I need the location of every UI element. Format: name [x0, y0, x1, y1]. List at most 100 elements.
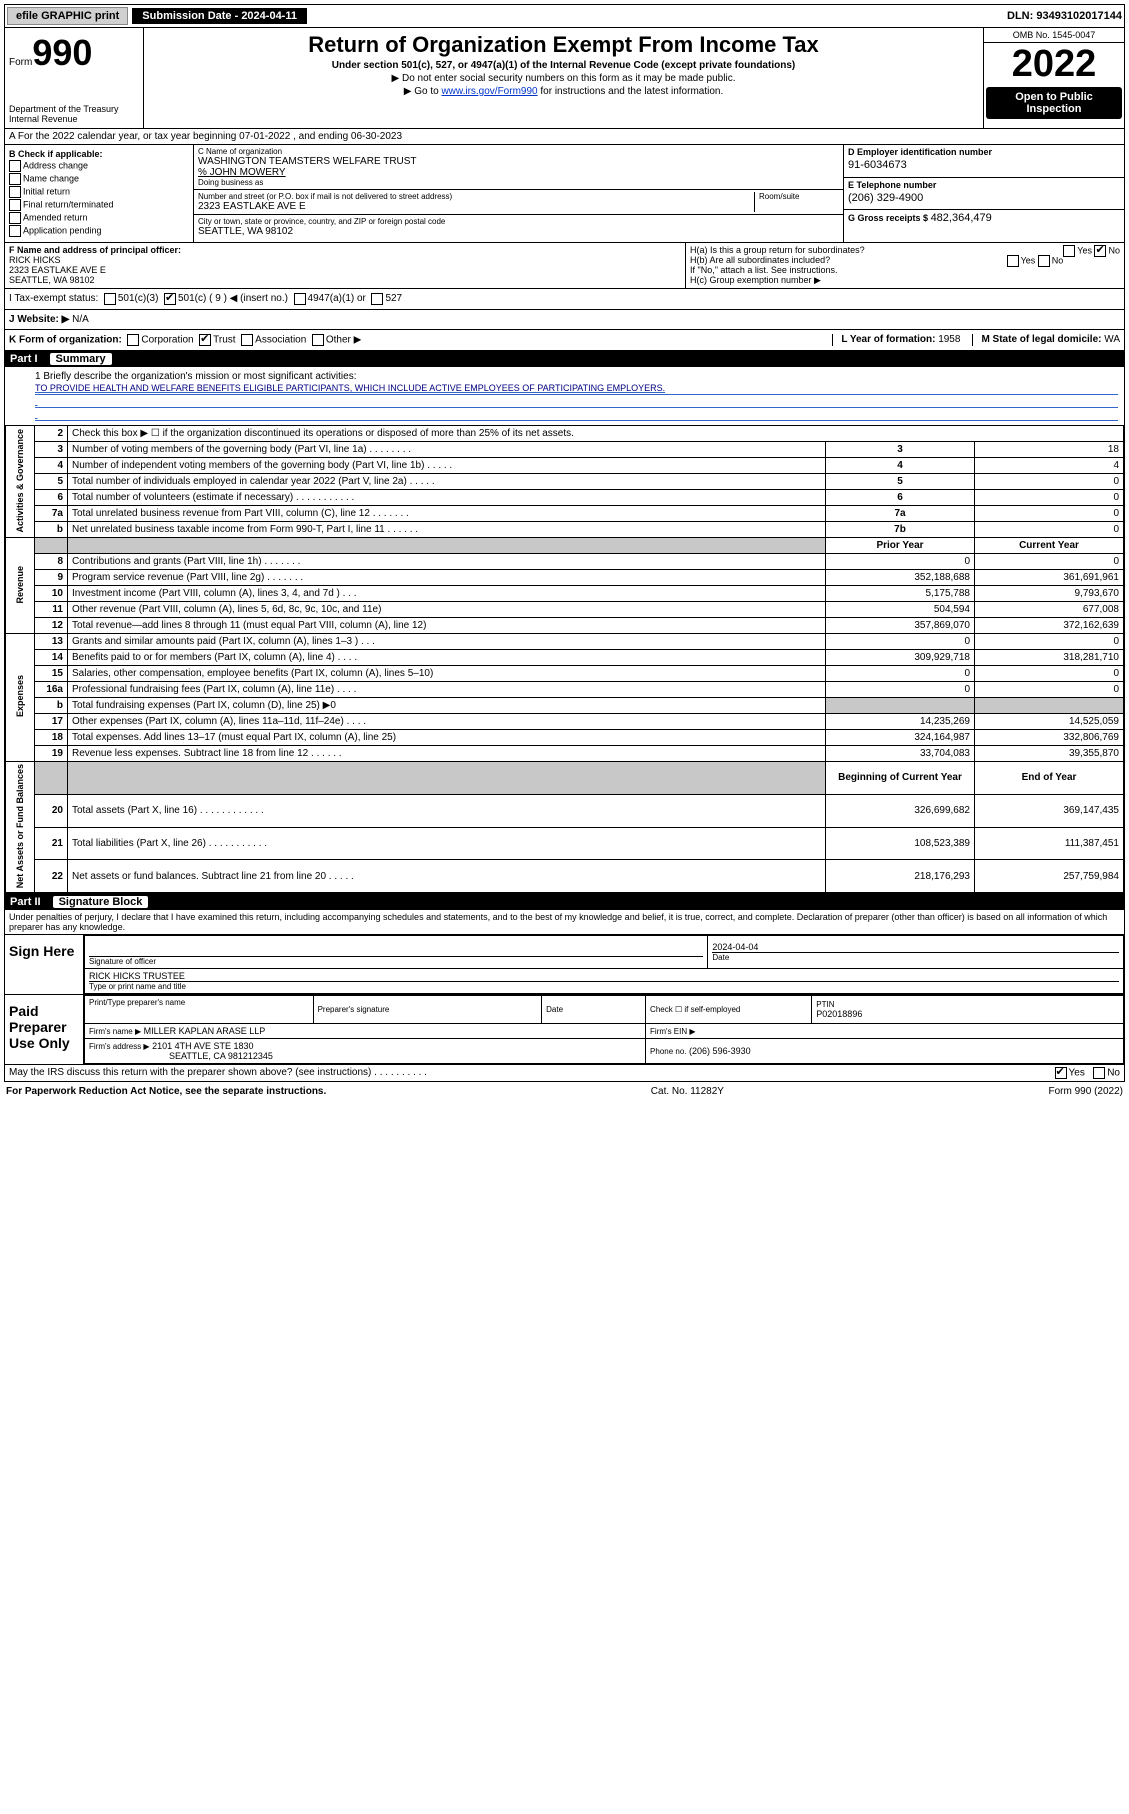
form-number: 990 [32, 32, 92, 73]
current-year-header: Current Year [975, 538, 1124, 554]
line-9-curr: 361,691,961 [975, 570, 1124, 586]
ein-label: D Employer identification number [848, 147, 1120, 157]
check-name-change[interactable]: Name change [9, 173, 189, 185]
line-3-num: 3 [35, 442, 68, 458]
officer-addr1: 2323 EASTLAKE AVE E [9, 265, 106, 275]
irs-link[interactable]: www.irs.gov/Form990 [441, 86, 537, 97]
check-4947[interactable] [294, 293, 306, 305]
check-501c3[interactable] [104, 293, 116, 305]
irs-discuss-question: May the IRS discuss this return with the… [9, 1067, 427, 1079]
efile-print-button[interactable]: efile GRAPHIC print [7, 7, 128, 25]
h-b-label: H(b) Are all subordinates included? [690, 255, 830, 265]
form-hint-1: ▶ Do not enter social security numbers o… [152, 73, 975, 84]
line-13-curr: 0 [975, 634, 1124, 650]
net-spacer-desc [68, 762, 826, 795]
check-application-pending[interactable]: Application pending [9, 225, 189, 237]
year-formation-label: L Year of formation: [841, 334, 935, 345]
sidelabel-governance: Activities & Governance [6, 426, 35, 538]
check-corporation[interactable] [127, 334, 139, 346]
summary-section: 1 Briefly describe the organization's mi… [4, 367, 1125, 894]
line-12-prior: 357,869,070 [826, 618, 975, 634]
line-10-num: 10 [35, 586, 68, 602]
officer-name-title: RICK HICKS TRUSTEE [89, 971, 1119, 981]
h-a-label: H(a) Is this a group return for subordin… [690, 245, 865, 255]
check-initial-return[interactable]: Initial return [9, 186, 189, 198]
check-if-applicable: B Check if applicable: Address change Na… [5, 145, 194, 242]
line-7b-desc: Net unrelated business taxable income fr… [68, 522, 826, 538]
line-10-desc: Investment income (Part VIII, column (A)… [68, 586, 826, 602]
check-amended-return[interactable]: Amended return [9, 212, 189, 224]
line-12-desc: Total revenue—add lines 8 through 11 (mu… [68, 618, 826, 634]
rev-spacer-desc [68, 538, 826, 554]
line-15-num: 15 [35, 666, 68, 682]
line-14-curr: 318,281,710 [975, 650, 1124, 666]
line-13-prior: 0 [826, 634, 975, 650]
line-2-num: 2 [35, 426, 68, 442]
section-b-label: B Check if applicable: [9, 149, 103, 159]
officer-name-label: Type or print name and title [89, 981, 1119, 991]
officer-name: RICK HICKS [9, 255, 61, 265]
sig-disclaimer: Under penalties of perjury, I declare th… [5, 910, 1124, 934]
firm-name: MILLER KAPLAN ARASE LLP [144, 1026, 266, 1036]
line-12-num: 12 [35, 618, 68, 634]
signature-block: Under penalties of perjury, I declare th… [4, 910, 1125, 1065]
sign-here-table: Signature of officer 2024-04-04 Date RIC… [84, 935, 1124, 994]
paid-preparer-table: Print/Type preparer's name Preparer's si… [84, 995, 1124, 1064]
line-18-curr: 332,806,769 [975, 730, 1124, 746]
officer-label: F Name and address of principal officer: [9, 245, 181, 255]
line-20-prior: 326,699,682 [826, 794, 975, 827]
check-address-change[interactable]: Address change [9, 160, 189, 172]
part-2-header: Part II Signature Block [4, 894, 1125, 910]
line-7a-desc: Total unrelated business revenue from Pa… [68, 506, 826, 522]
check-501c[interactable] [164, 293, 176, 305]
form-word: Form [9, 57, 32, 68]
firm-addr-label: Firm's address ▶ [89, 1042, 150, 1051]
h-a-no-check[interactable] [1094, 245, 1106, 257]
tax-year: 2022 [984, 43, 1124, 85]
row-i-label: I Tax-exempt status: [9, 293, 98, 305]
sig-date-label: Date [712, 952, 1119, 962]
line-17-num: 17 [35, 714, 68, 730]
check-final-return[interactable]: Final return/terminated [9, 199, 189, 211]
check-other[interactable] [312, 334, 324, 346]
mission-blank-2 [35, 408, 1118, 421]
phone-label: E Telephone number [848, 180, 1120, 190]
identity-right: D Employer identification number 91-6034… [843, 145, 1124, 242]
sig-date-value: 2024-04-04 [712, 942, 1119, 952]
line-7a-nc: 7a [826, 506, 975, 522]
line-10-curr: 9,793,670 [975, 586, 1124, 602]
line-22-prior: 218,176,293 [826, 860, 975, 893]
line-17-desc: Other expenses (Part IX, column (A), lin… [68, 714, 826, 730]
h-b-no-check[interactable] [1038, 255, 1050, 267]
gross-receipts-cell: G Gross receipts $ 482,364,479 [844, 210, 1124, 242]
irs-discuss-no-check[interactable] [1093, 1067, 1105, 1079]
phone-value: (206) 329-4900 [848, 192, 1120, 204]
line-11-prior: 504,594 [826, 602, 975, 618]
line-14-num: 14 [35, 650, 68, 666]
prep-name-label: Print/Type preparer's name [89, 998, 309, 1007]
line-5-desc: Total number of individuals employed in … [68, 474, 826, 490]
check-527[interactable] [371, 293, 383, 305]
firm-city: SEATTLE, CA 981212345 [169, 1051, 273, 1061]
identity-center: C Name of organization WASHINGTON TEAMST… [194, 145, 843, 242]
line-16a-desc: Professional fundraising fees (Part IX, … [68, 682, 826, 698]
line-6-num: 6 [35, 490, 68, 506]
address-label: Number and street (or P.O. box if mail i… [198, 192, 754, 201]
line-4-desc: Number of independent voting members of … [68, 458, 826, 474]
line-8-num: 8 [35, 554, 68, 570]
firm-addr: 2101 4TH AVE STE 1830 [152, 1041, 253, 1051]
irs-discuss-yes-check[interactable] [1055, 1067, 1067, 1079]
state-domicile-label: M State of legal domicile: [981, 334, 1101, 345]
dept-treasury: Department of the Treasury Internal Reve… [9, 104, 139, 124]
mission-blank-1 [35, 395, 1118, 408]
check-trust[interactable] [199, 334, 211, 346]
line-18-num: 18 [35, 730, 68, 746]
line-11-desc: Other revenue (Part VIII, column (A), li… [68, 602, 826, 618]
h-a-yes-check[interactable] [1063, 245, 1075, 257]
check-association[interactable] [241, 334, 253, 346]
line-7a-val: 0 [975, 506, 1124, 522]
ein-cell: D Employer identification number 91-6034… [844, 145, 1124, 178]
address: 2323 EASTLAKE AVE E [198, 201, 754, 212]
line-7b-num: b [35, 522, 68, 538]
h-b-yes-check[interactable] [1007, 255, 1019, 267]
